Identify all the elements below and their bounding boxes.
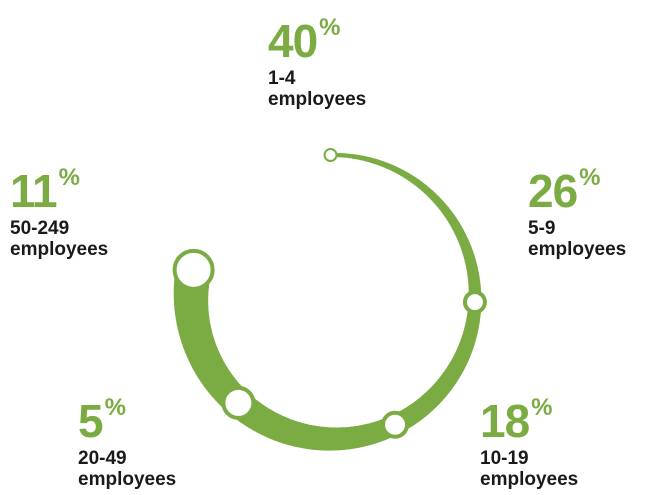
slice-marker-10-19 — [381, 410, 410, 439]
slice-value-50-249: 11 — [10, 165, 58, 217]
slice-category-line2: employees — [10, 239, 109, 260]
percent-sign: % — [104, 394, 126, 421]
slice-category-line2: employees — [480, 469, 579, 490]
slice-label-5-9: 26% 5-9 employees — [528, 164, 663, 261]
slice-category-line1: 1-4 — [268, 68, 296, 89]
slice-label-1-4: 40% 1-4 employees — [268, 14, 418, 111]
slice-marker-5-9 — [462, 290, 487, 315]
percent-sign: % — [319, 14, 340, 41]
slice-category-line1: 5-9 — [528, 218, 556, 239]
slice-label-10-19: 18% 10-19 employees — [480, 394, 630, 491]
slice-category-line2: employees — [268, 89, 367, 110]
slice-marker-20-49 — [221, 385, 256, 420]
slice-category-line1: 20-49 — [78, 448, 127, 469]
slice-value-10-19: 18 — [480, 395, 530, 447]
slice-label-20-49: 5% 20-49 employees — [78, 394, 228, 491]
percent-sign: % — [579, 164, 600, 191]
slice-value-5-9: 26 — [528, 165, 578, 217]
slice-category-line2: employees — [78, 469, 177, 490]
slice-category-line1: 50-249 — [10, 218, 70, 239]
slice-marker-50-249 — [172, 248, 215, 291]
slice-value-20-49: 5 — [78, 395, 104, 447]
slice-marker-1-4 — [323, 148, 338, 163]
slice-value-1-4: 40 — [268, 15, 318, 67]
slice-category-line2: employees — [528, 239, 627, 260]
percent-sign: % — [531, 394, 552, 421]
percent-sign: % — [58, 164, 80, 191]
slice-category-line1: 10-19 — [480, 448, 529, 469]
slice-label-50-249: 11% 50-249 employees — [10, 164, 160, 261]
